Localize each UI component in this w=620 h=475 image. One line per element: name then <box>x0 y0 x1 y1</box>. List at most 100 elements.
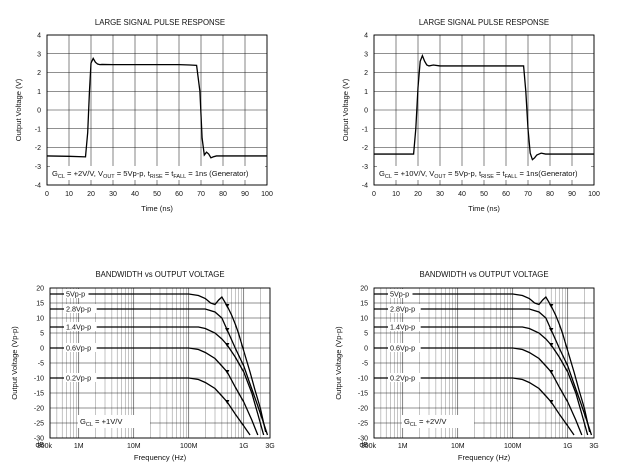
annotation-segment: = 1ns (Generator) <box>186 169 249 178</box>
x-tick-label: 70 <box>197 191 205 198</box>
series-line <box>374 347 583 436</box>
chart-1: LARGE SIGNAL PULSE RESPONSE43210-1-2-3-4… <box>14 18 273 213</box>
series-label-bg <box>64 304 97 313</box>
series-label: 1.4Vp-p <box>390 323 415 332</box>
y-tick-label: 3 <box>37 51 41 58</box>
annotation-segment: = +1V/V <box>93 417 123 426</box>
annotation-segment: = 5Vp-p, t <box>446 169 482 178</box>
y-tick-label: -5 <box>362 361 368 368</box>
x-tick-label: 90 <box>241 191 249 198</box>
annotation-text: GCL = +2V/V, VOUT = 5Vp-p, tRISE = tFALL… <box>52 169 249 180</box>
series-label-bg <box>388 373 421 382</box>
x-tick-label: 100M <box>180 443 198 450</box>
x-tick-label: 60 <box>175 191 183 198</box>
y-tick-label: 15 <box>360 301 368 308</box>
data-marker <box>225 370 230 374</box>
series-line <box>374 293 591 433</box>
y-tick-label: 2 <box>364 70 368 77</box>
x-tick-label: 0 <box>45 191 49 198</box>
series-line <box>50 308 269 436</box>
y-tick-label: -4 <box>35 183 41 190</box>
y-tick-label: -20 <box>358 406 368 413</box>
x-tick-label: 20 <box>414 191 422 198</box>
y-tick-label: -2 <box>35 145 41 152</box>
chart-title: LARGE SIGNAL PULSE RESPONSE <box>419 18 549 27</box>
y-tick-label: 0 <box>364 346 368 353</box>
y-tick-label: -5 <box>38 361 44 368</box>
x-tick-label: 0 <box>372 191 376 198</box>
y-tick-label: 1 <box>364 89 368 96</box>
x-tick-label: 70 <box>524 191 532 198</box>
series-label-bg <box>388 322 421 331</box>
y-axis-label: Output Voltage (V) <box>14 78 23 141</box>
y-unit-label: dB <box>35 442 44 449</box>
annotation-segment: = t <box>163 169 175 178</box>
x-tick-label: 80 <box>546 191 554 198</box>
y-tick-label: -3 <box>362 164 368 171</box>
x-tick-label: 1M <box>74 443 84 450</box>
x-tick-label: 10 <box>392 191 400 198</box>
series-line <box>50 347 259 436</box>
annotation-segment: = +10V/V, V <box>392 169 435 178</box>
x-tick-label: 3G <box>589 443 598 450</box>
y-tick-label: 1 <box>37 89 41 96</box>
y-tick-label: -20 <box>34 406 44 413</box>
y-axis-label: Output Voltage (V) <box>341 78 350 141</box>
annotation-subscript: CL <box>58 174 65 180</box>
plot-frame <box>46 34 268 186</box>
y-tick-label: -2 <box>362 145 368 152</box>
chart-title: LARGE SIGNAL PULSE RESPONSE <box>95 18 225 27</box>
x-tick-label: 30 <box>109 191 117 198</box>
x-axis-label: Frequency (Hz) <box>134 453 187 462</box>
series-label: 0.6Vp-p <box>390 344 415 353</box>
y-tick-label: 5 <box>364 331 368 338</box>
y-tick-label: 2 <box>37 70 41 77</box>
series-label: 0.2Vp-p <box>66 374 91 383</box>
gridlines <box>46 34 268 186</box>
annotation-text: GCL = +2V/V <box>404 417 447 428</box>
y-tick-label: 0 <box>37 108 41 115</box>
y-tick-label: 5 <box>40 331 44 338</box>
data-marker <box>549 343 554 347</box>
series-line <box>374 53 594 161</box>
x-tick-label: 10M <box>127 443 141 450</box>
series-label: 5Vp-p <box>390 290 409 299</box>
y-unit-label: dB <box>359 442 368 449</box>
data-marker <box>549 304 554 308</box>
y-tick-label: 10 <box>36 316 44 323</box>
series-line <box>50 377 251 436</box>
annotation-bg <box>78 415 150 428</box>
y-tick-label: -3 <box>35 164 41 171</box>
annotation-bg <box>377 166 591 180</box>
x-axis-label: Frequency (Hz) <box>458 453 511 462</box>
annotation-text: GCL = +1V/V <box>80 417 123 428</box>
chart-4: BANDWIDTH vs OUTPUT VOLTAGE 20 15 10 5 0 -5 -10… <box>334 270 599 462</box>
annotation-subscript: CL <box>410 422 417 428</box>
data-marker <box>225 343 230 347</box>
series-label: 1.4Vp-p <box>66 323 91 332</box>
series-label-bg <box>388 343 421 352</box>
annotation-bg <box>50 166 265 180</box>
y-tick-label: -4 <box>362 183 368 190</box>
annotation-segment: = +2V/V, V <box>65 169 104 178</box>
y-tick-label: -15 <box>34 391 44 398</box>
annotation-segment: G <box>80 417 86 426</box>
series-label: 0.6Vp-p <box>66 344 91 353</box>
x-tick-label: 80 <box>219 191 227 198</box>
x-tick-label: 300k <box>37 443 53 450</box>
series-line <box>374 326 589 436</box>
y-tick-label: 0 <box>40 346 44 353</box>
series-line <box>46 57 267 159</box>
y-tick-label: -1 <box>362 126 368 133</box>
x-tick-label: 10M <box>451 443 465 450</box>
x-tick-label: 30 <box>436 191 444 198</box>
series-label-bg <box>388 304 421 313</box>
chart-title: BANDWIDTH vs OUTPUT VOLTAGE <box>419 270 548 279</box>
series-label: 2.8Vp-p <box>66 305 91 314</box>
x-tick-label: 1G <box>239 443 248 450</box>
gridlines <box>373 34 595 186</box>
x-tick-label: 10 <box>65 191 73 198</box>
x-tick-label: 1G <box>563 443 572 450</box>
annotation-segment: G <box>379 169 385 178</box>
chart-2: LARGE SIGNAL PULSE RESPONSE43210-1-2-3-4… <box>341 18 600 213</box>
